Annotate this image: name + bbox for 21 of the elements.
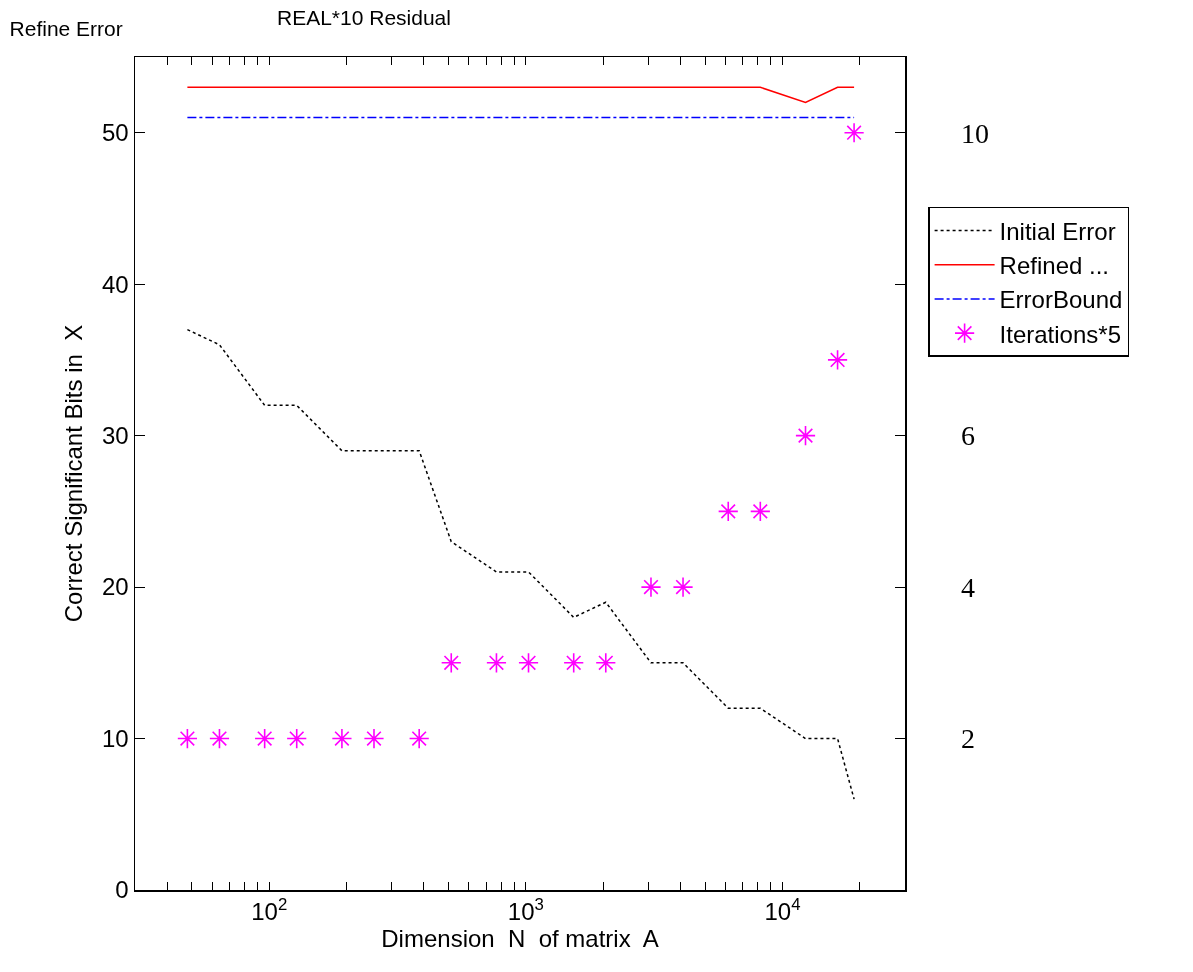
legend-label: Iterations*5 xyxy=(999,320,1122,348)
y-tick-label: 10 xyxy=(102,724,129,752)
y-tick-label: 20 xyxy=(102,573,129,601)
x-tick-label: 10$^{2}$ xyxy=(251,895,288,926)
legend-label: Refined ... xyxy=(999,252,1110,280)
y2-tick-label: 10 xyxy=(961,117,989,149)
x-tick-label: 10$^{4}$ xyxy=(764,895,801,926)
y2-tick-label: 2 xyxy=(961,723,975,755)
y-tick-label: 40 xyxy=(102,270,129,298)
chart-title: Refine Error xyxy=(9,17,123,41)
y2-tick-label: 4 xyxy=(961,571,975,603)
x-tick-label: 10$^{3}$ xyxy=(507,895,544,926)
y-axis-title: Correct Significant Bits in X xyxy=(60,324,88,623)
x-axis-title: Dimension N of matrix A xyxy=(381,925,659,953)
y-tick-label: 30 xyxy=(102,422,129,450)
legend-label: ErrorBound xyxy=(999,286,1123,314)
chart-subtitle: REAL*10 Residual xyxy=(277,6,451,29)
y-tick-label: 0 xyxy=(115,876,129,904)
y2-tick-label: 6 xyxy=(961,420,975,452)
y-tick-label: 50 xyxy=(102,119,129,147)
legend-label: Initial Error xyxy=(999,217,1116,245)
